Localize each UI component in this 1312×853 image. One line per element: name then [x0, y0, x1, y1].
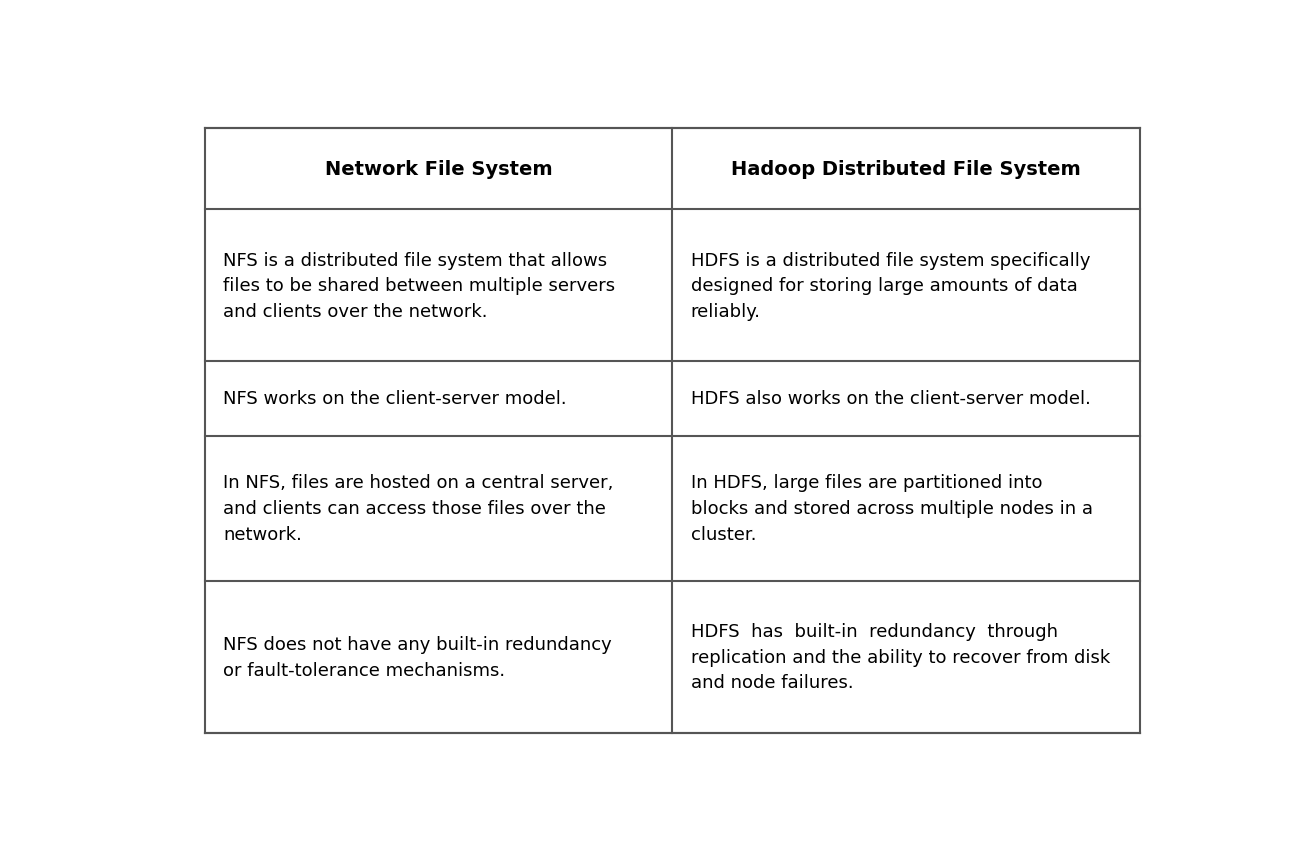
Text: In HDFS, large files are partitioned into
blocks and stored across multiple node: In HDFS, large files are partitioned int…: [690, 474, 1093, 543]
Text: In NFS, files are hosted on a central server,
and clients can access those files: In NFS, files are hosted on a central se…: [223, 474, 613, 543]
Text: HDFS also works on the client-server model.: HDFS also works on the client-server mod…: [690, 390, 1090, 408]
Text: NFS works on the client-server model.: NFS works on the client-server model.: [223, 390, 567, 408]
Text: NFS does not have any built-in redundancy
or fault-tolerance mechanisms.: NFS does not have any built-in redundanc…: [223, 635, 611, 679]
Text: Network File System: Network File System: [325, 160, 552, 179]
Text: NFS is a distributed file system that allows
files to be shared between multiple: NFS is a distributed file system that al…: [223, 252, 615, 321]
Text: Hadoop Distributed File System: Hadoop Distributed File System: [731, 160, 1081, 179]
Text: HDFS is a distributed file system specifically
designed for storing large amount: HDFS is a distributed file system specif…: [690, 252, 1090, 321]
Text: HDFS  has  built-in  redundancy  through
replication and the ability to recover : HDFS has built-in redundancy through rep…: [690, 622, 1110, 692]
